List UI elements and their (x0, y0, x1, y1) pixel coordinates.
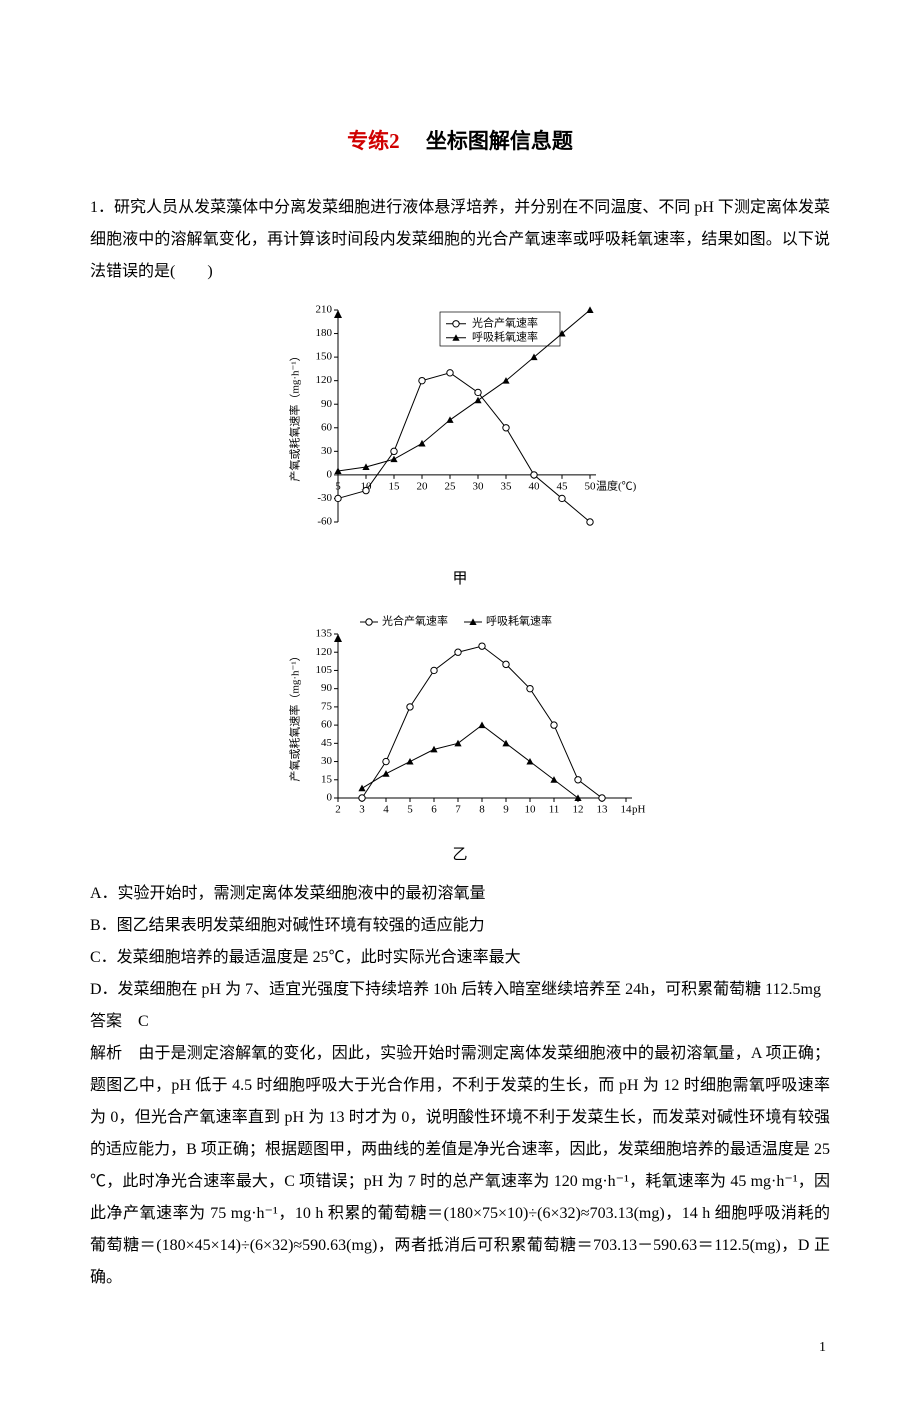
svg-text:0: 0 (327, 468, 333, 480)
svg-text:210: 210 (316, 304, 333, 316)
svg-text:5: 5 (407, 804, 413, 816)
page-number: 1 (90, 1334, 830, 1362)
svg-text:-60: -60 (317, 516, 332, 528)
svg-text:105: 105 (316, 664, 333, 676)
svg-text:90: 90 (321, 398, 333, 410)
svg-text:25: 25 (445, 480, 457, 492)
svg-text:60: 60 (321, 719, 333, 731)
title-black (405, 129, 426, 153)
svg-text:10: 10 (525, 804, 537, 816)
svg-text:7: 7 (455, 804, 461, 816)
svg-text:135: 135 (316, 628, 333, 640)
answer-value: C (138, 1013, 149, 1030)
svg-text:12: 12 (573, 804, 584, 816)
svg-text:-30: -30 (317, 492, 332, 504)
svg-text:产氧或耗氧速率（mg·h⁻¹）: 产氧或耗氧速率（mg·h⁻¹） (288, 650, 302, 781)
question-body: 研究人员从发菜藻体中分离发菜细胞进行液体悬浮培养，并分别在不同温度、不同 pH … (90, 199, 830, 280)
svg-text:180: 180 (316, 327, 333, 339)
question-number: 1． (90, 199, 114, 216)
svg-text:14: 14 (621, 804, 633, 816)
svg-text:150: 150 (316, 351, 333, 363)
svg-text:0: 0 (327, 792, 333, 804)
svg-text:120: 120 (316, 374, 333, 386)
option-b: B．图乙结果表明发菜细胞对碱性环境有较强的适应能力 (90, 910, 830, 942)
chart-2-svg: 0153045607590105120135234567891011121314… (270, 604, 650, 824)
option-a: A．实验开始时，需测定离体发菜细胞液中的最初溶氧量 (90, 878, 830, 910)
chart-2-caption: 乙 (90, 840, 830, 870)
svg-text:呼吸耗氧速率: 呼吸耗氧速率 (472, 329, 538, 343)
page-title: 专练2 坐标图解信息题 (90, 120, 830, 162)
answer-label: 答案 (90, 1013, 122, 1030)
chart-1: -60-300306090120150180210510152025303540… (90, 298, 830, 560)
svg-text:60: 60 (321, 421, 333, 433)
svg-text:45: 45 (321, 737, 333, 749)
svg-text:13: 13 (597, 804, 609, 816)
chart-1-svg: -60-300306090120150180210510152025303540… (270, 298, 650, 548)
svg-text:4: 4 (383, 804, 389, 816)
svg-text:温度(℃): 温度(℃) (596, 478, 637, 492)
svg-text:40: 40 (529, 480, 541, 492)
option-d: D．发菜细胞在 pH 为 7、适宜光强度下持续培养 10h 后转入暗室继续培养至… (90, 974, 830, 1006)
option-c: C．发菜细胞培养的最适温度是 25℃，此时实际光合速率最大 (90, 942, 830, 974)
svg-text:30: 30 (321, 445, 333, 457)
svg-text:6: 6 (431, 804, 437, 816)
chart-1-caption: 甲 (90, 564, 830, 594)
svg-text:35: 35 (501, 480, 513, 492)
title-black-text: 坐标图解信息题 (426, 129, 573, 153)
svg-text:光合产氧速率: 光合产氧速率 (382, 614, 448, 628)
svg-text:光合产氧速率: 光合产氧速率 (472, 315, 538, 329)
question-text: 1．研究人员从发菜藻体中分离发菜细胞进行液体悬浮培养，并分别在不同温度、不同 p… (90, 192, 830, 288)
svg-text:50: 50 (585, 480, 597, 492)
svg-text:9: 9 (503, 804, 509, 816)
svg-text:120: 120 (316, 646, 333, 658)
svg-text:75: 75 (321, 700, 333, 712)
explanation: 解析 由于是测定溶解氧的变化，因此，实验开始时需测定离体发菜细胞液中的最初溶氧量… (90, 1038, 830, 1294)
svg-text:5: 5 (335, 480, 341, 492)
explanation-text: 由于是测定溶解氧的变化，因此，实验开始时需测定离体发菜细胞液中的最初溶氧量，A … (90, 1045, 830, 1286)
svg-text:呼吸耗氧速率: 呼吸耗氧速率 (486, 614, 552, 628)
svg-text:90: 90 (321, 682, 333, 694)
chart-2: 0153045607590105120135234567891011121314… (90, 604, 830, 836)
explanation-label: 解析 (90, 1045, 122, 1062)
svg-text:45: 45 (557, 480, 569, 492)
svg-text:8: 8 (479, 804, 485, 816)
svg-text:30: 30 (473, 480, 485, 492)
svg-text:3: 3 (359, 804, 365, 816)
svg-text:产氧或耗氧速率（mg·h⁻¹）: 产氧或耗氧速率（mg·h⁻¹） (288, 350, 302, 481)
svg-text:15: 15 (321, 773, 333, 785)
svg-text:2: 2 (335, 804, 341, 816)
svg-text:30: 30 (321, 755, 333, 767)
title-red: 专练2 (347, 129, 400, 153)
svg-text:20: 20 (417, 480, 429, 492)
svg-text:15: 15 (389, 480, 401, 492)
svg-text:11: 11 (549, 804, 560, 816)
svg-text:pH: pH (632, 804, 646, 816)
answer-line: 答案 C (90, 1006, 830, 1038)
